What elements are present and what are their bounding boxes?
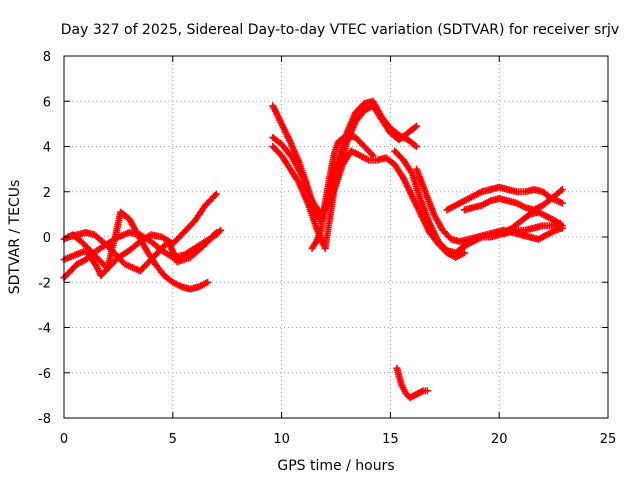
series-arc-d bbox=[64, 228, 220, 275]
y-tick-label: 4 bbox=[43, 141, 51, 156]
data-point bbox=[211, 230, 219, 238]
series-arc-i bbox=[391, 147, 564, 257]
x-tick-label: 0 bbox=[60, 432, 68, 447]
data-layer bbox=[60, 97, 566, 402]
data-point bbox=[558, 222, 566, 230]
data-point bbox=[212, 228, 220, 236]
x-tick-label: 5 bbox=[169, 432, 177, 447]
y-axis-label: SDTVAR / TECUs bbox=[7, 180, 23, 295]
y-tick-label: -6 bbox=[38, 367, 51, 382]
x-tick-label: 15 bbox=[382, 432, 399, 447]
y-tick-label: 8 bbox=[43, 50, 51, 65]
data-point bbox=[411, 123, 419, 131]
series-arc-n bbox=[393, 364, 431, 402]
x-tick-label: 25 bbox=[600, 432, 617, 447]
x-tick-label: 20 bbox=[491, 432, 508, 447]
x-tick-label: 10 bbox=[273, 432, 290, 447]
series-arc-m bbox=[500, 208, 566, 236]
data-point bbox=[204, 278, 212, 286]
series-arc-c bbox=[60, 190, 220, 279]
x-axis-label: GPS time / hours bbox=[277, 458, 394, 474]
series-arc-h bbox=[308, 131, 377, 252]
y-tick-label: -2 bbox=[38, 276, 51, 291]
series-arc-j bbox=[413, 165, 566, 246]
data-point bbox=[558, 185, 566, 193]
data-point bbox=[369, 152, 377, 160]
data-point bbox=[558, 199, 566, 207]
y-tick-label: 0 bbox=[43, 231, 51, 246]
y-tick-label: 2 bbox=[43, 186, 51, 201]
y-tick-label: 6 bbox=[43, 95, 51, 110]
y-tick-label: -4 bbox=[38, 322, 51, 337]
data-point bbox=[411, 141, 419, 149]
data-point bbox=[212, 190, 220, 198]
y-tick-label: -8 bbox=[38, 412, 51, 427]
data-point bbox=[413, 122, 421, 130]
tick-layer: 0 5 10 15 20 25 -8 -6 -4 -2 0 2 4 6 8 bbox=[38, 50, 616, 447]
data-point bbox=[413, 143, 421, 150]
data-point bbox=[211, 191, 219, 199]
data-point bbox=[368, 150, 376, 158]
data-point bbox=[217, 226, 225, 234]
data-point bbox=[460, 249, 468, 257]
series-arc-k bbox=[443, 183, 566, 214]
chart-title: Day 327 of 2025, Sidereal Day-to-day VTE… bbox=[61, 22, 619, 38]
series-arc-g bbox=[269, 102, 421, 218]
data-point bbox=[423, 387, 431, 395]
